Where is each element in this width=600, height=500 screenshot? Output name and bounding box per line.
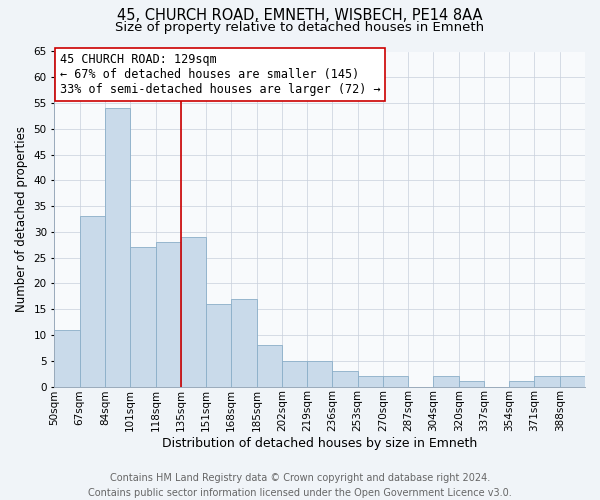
Bar: [383, 376, 408, 386]
Text: 45 CHURCH ROAD: 129sqm
← 67% of detached houses are smaller (145)
33% of semi-de: 45 CHURCH ROAD: 129sqm ← 67% of detached…: [60, 53, 380, 96]
Text: 45, CHURCH ROAD, EMNETH, WISBECH, PE14 8AA: 45, CHURCH ROAD, EMNETH, WISBECH, PE14 8…: [117, 8, 483, 22]
Bar: [206, 304, 231, 386]
Bar: [105, 108, 130, 386]
Bar: [80, 216, 105, 386]
Bar: [358, 376, 383, 386]
Bar: [332, 371, 358, 386]
Bar: [231, 299, 257, 386]
Y-axis label: Number of detached properties: Number of detached properties: [15, 126, 28, 312]
Bar: [458, 382, 484, 386]
Bar: [509, 382, 535, 386]
Text: Size of property relative to detached houses in Emneth: Size of property relative to detached ho…: [115, 21, 485, 34]
Bar: [130, 248, 155, 386]
Bar: [181, 237, 206, 386]
X-axis label: Distribution of detached houses by size in Emneth: Distribution of detached houses by size …: [162, 437, 478, 450]
Bar: [282, 361, 307, 386]
Bar: [155, 242, 181, 386]
Text: Contains HM Land Registry data © Crown copyright and database right 2024.
Contai: Contains HM Land Registry data © Crown c…: [88, 472, 512, 498]
Bar: [560, 376, 585, 386]
Bar: [257, 346, 282, 387]
Bar: [535, 376, 560, 386]
Bar: [307, 361, 332, 386]
Bar: [433, 376, 458, 386]
Bar: [55, 330, 80, 386]
